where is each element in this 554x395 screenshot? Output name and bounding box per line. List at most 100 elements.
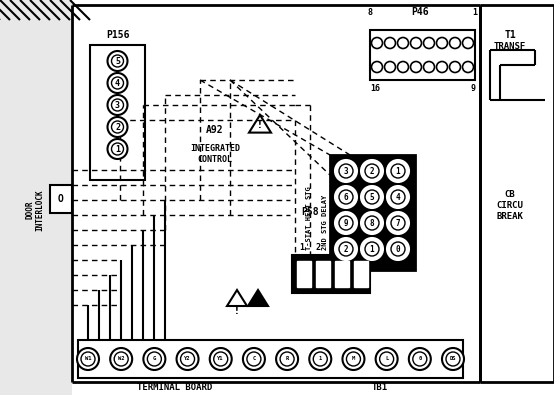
Text: 8: 8 <box>370 218 375 228</box>
Text: 16: 16 <box>370 84 380 93</box>
Text: 4: 4 <box>115 79 120 88</box>
Text: TB1: TB1 <box>372 383 388 392</box>
Circle shape <box>463 62 474 73</box>
Circle shape <box>214 352 228 366</box>
Text: 3: 3 <box>343 167 348 175</box>
Bar <box>330 155 415 270</box>
Circle shape <box>276 348 298 370</box>
Text: P58: P58 <box>301 207 319 217</box>
Bar <box>292 255 370 293</box>
Bar <box>297 261 311 287</box>
Bar <box>0 0 72 395</box>
Circle shape <box>365 216 379 230</box>
Circle shape <box>313 352 327 366</box>
Text: P46: P46 <box>411 7 429 17</box>
Bar <box>50 185 72 213</box>
Circle shape <box>423 62 434 73</box>
Text: 2: 2 <box>315 243 321 252</box>
Circle shape <box>309 348 331 370</box>
Text: !: ! <box>235 307 239 316</box>
Circle shape <box>387 212 409 234</box>
Text: HEAT OFF: HEAT OFF <box>338 216 344 250</box>
Text: 3: 3 <box>331 243 336 252</box>
Circle shape <box>437 62 448 73</box>
Circle shape <box>346 352 361 366</box>
Circle shape <box>107 95 127 115</box>
Text: 5: 5 <box>370 192 375 201</box>
Circle shape <box>111 77 124 89</box>
Circle shape <box>413 352 427 366</box>
Circle shape <box>376 348 398 370</box>
Text: W1: W1 <box>85 357 91 361</box>
Circle shape <box>391 164 405 178</box>
Text: 1: 1 <box>370 245 375 254</box>
Circle shape <box>247 352 261 366</box>
Circle shape <box>411 62 422 73</box>
Text: 4: 4 <box>396 192 401 201</box>
Bar <box>90 45 145 180</box>
Text: T1: T1 <box>504 30 516 40</box>
Circle shape <box>143 348 165 370</box>
Text: 5: 5 <box>115 56 120 66</box>
Text: TRANSF: TRANSF <box>494 42 526 51</box>
Text: 3: 3 <box>115 100 120 109</box>
Circle shape <box>335 186 357 208</box>
Circle shape <box>339 164 353 178</box>
Bar <box>354 261 368 287</box>
Circle shape <box>387 186 409 208</box>
Circle shape <box>361 186 383 208</box>
Circle shape <box>114 352 128 366</box>
Text: 0: 0 <box>418 357 422 361</box>
Text: DS: DS <box>450 357 456 361</box>
Circle shape <box>335 238 357 260</box>
Circle shape <box>181 352 194 366</box>
Text: 9: 9 <box>343 218 348 228</box>
Text: !: ! <box>258 120 262 130</box>
Text: DELAY: DELAY <box>354 229 360 250</box>
Circle shape <box>391 242 405 256</box>
Text: T-STAT HEAT STG: T-STAT HEAT STG <box>306 186 312 250</box>
Circle shape <box>398 38 408 49</box>
Circle shape <box>409 348 431 370</box>
Circle shape <box>110 348 132 370</box>
Circle shape <box>384 38 396 49</box>
Bar <box>78 340 463 378</box>
Text: M: M <box>352 357 355 361</box>
Text: O: O <box>58 194 64 204</box>
Text: Y1: Y1 <box>218 357 224 361</box>
Circle shape <box>81 352 95 366</box>
Circle shape <box>339 216 353 230</box>
Circle shape <box>335 160 357 182</box>
Circle shape <box>463 38 474 49</box>
Circle shape <box>365 164 379 178</box>
Circle shape <box>177 348 198 370</box>
Circle shape <box>372 38 382 49</box>
Circle shape <box>449 62 460 73</box>
Circle shape <box>442 348 464 370</box>
Circle shape <box>449 38 460 49</box>
Circle shape <box>411 38 422 49</box>
Circle shape <box>107 139 127 159</box>
Circle shape <box>384 62 396 73</box>
Circle shape <box>365 190 379 204</box>
Circle shape <box>391 190 405 204</box>
Circle shape <box>107 51 127 71</box>
Text: TERMINAL BOARD: TERMINAL BOARD <box>137 383 213 392</box>
Circle shape <box>107 117 127 137</box>
Circle shape <box>111 121 124 133</box>
Text: 8: 8 <box>367 8 372 17</box>
Circle shape <box>446 352 460 366</box>
Text: 1: 1 <box>473 8 478 17</box>
Circle shape <box>243 348 265 370</box>
Circle shape <box>437 38 448 49</box>
Circle shape <box>335 212 357 234</box>
Bar <box>370 30 475 80</box>
Circle shape <box>111 55 124 67</box>
Circle shape <box>361 238 383 260</box>
Text: 1: 1 <box>396 167 401 175</box>
Circle shape <box>387 238 409 260</box>
Circle shape <box>361 212 383 234</box>
Text: CB
CIRCU
BREAK: CB CIRCU BREAK <box>496 190 524 221</box>
Circle shape <box>107 73 127 93</box>
Circle shape <box>372 62 382 73</box>
